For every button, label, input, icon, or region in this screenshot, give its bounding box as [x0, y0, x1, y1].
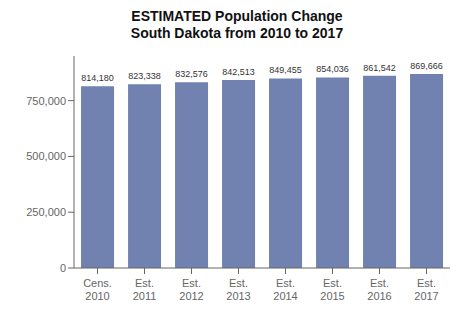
svg-text:Cens.2010: Cens.2010 [83, 277, 112, 302]
svg-text:869,666: 869,666 [410, 61, 443, 71]
svg-text:842,513: 842,513 [222, 67, 255, 77]
svg-text:823,338: 823,338 [128, 71, 161, 81]
svg-text:Est.2015: Est.2015 [320, 277, 344, 302]
html-text:ESTIMATED Population Change: ESTIMATED Population Change [131, 8, 343, 24]
svg-text:849,455: 849,455 [269, 65, 302, 75]
svg-text:832,576: 832,576 [175, 69, 208, 79]
svg-text:814,180: 814,180 [81, 73, 114, 83]
html-text:South Dakota from 2010 to 2017: South Dakota from 2010 to 2017 [130, 25, 344, 41]
svg-text:500,000: 500,000 [26, 150, 66, 162]
svg-text:Est.2017: Est.2017 [414, 277, 438, 302]
svg-text:861,542: 861,542 [363, 63, 396, 73]
svg-text:Est.2011: Est.2011 [133, 277, 157, 302]
svg-text:Est.2014: Est.2014 [273, 277, 297, 302]
svg-text:Est.2012: Est.2012 [179, 277, 203, 302]
svg-text:Est.2016: Est.2016 [367, 277, 391, 302]
svg-text:750,000: 750,000 [26, 95, 66, 107]
svg-text:Est.2013: Est.2013 [226, 277, 250, 302]
svg-text:0: 0 [60, 262, 66, 274]
svg-text:854,036: 854,036 [316, 64, 349, 74]
svg-text:250,000: 250,000 [26, 206, 66, 218]
